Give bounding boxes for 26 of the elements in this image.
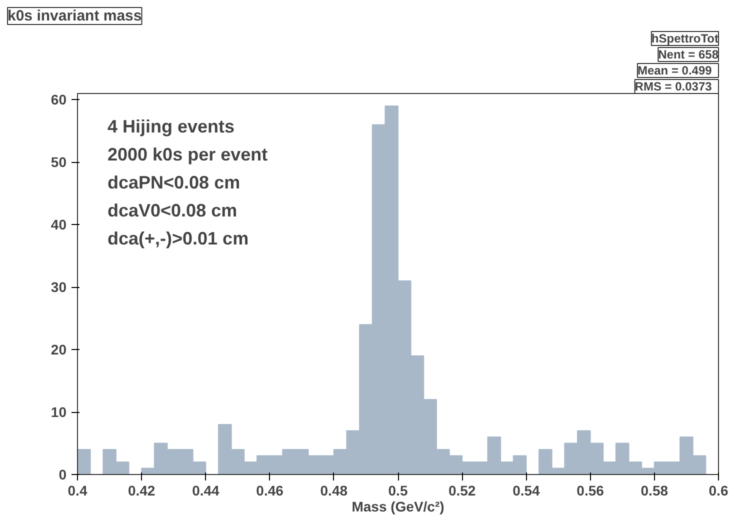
y-tick-label: 50 bbox=[50, 154, 67, 170]
annotation: dcaPN<0.08 cm bbox=[108, 172, 240, 192]
x-tick-label: 0.44 bbox=[192, 482, 220, 498]
y-tick-label: 0 bbox=[58, 466, 67, 482]
annotation: RMS = 0.0373 bbox=[634, 80, 712, 94]
y-tick-label: 20 bbox=[50, 342, 67, 358]
x-tick-label: 0.4 bbox=[68, 482, 88, 498]
x-tick-label: 0.48 bbox=[320, 482, 348, 498]
x-tick-label: 0.6 bbox=[708, 482, 728, 498]
annotation: dca(+,-)>0.01 cm bbox=[108, 228, 249, 248]
y-tick-label: 10 bbox=[50, 404, 67, 420]
annotation: 2000 k0s per event bbox=[108, 144, 268, 164]
x-axis-title: Mass (GeV/c²) bbox=[352, 498, 444, 514]
y-tick-label: 40 bbox=[50, 216, 67, 233]
y-tick-label: 30 bbox=[50, 279, 67, 296]
y-tick-label: 60 bbox=[50, 92, 67, 108]
x-tick-label: 0.56 bbox=[576, 482, 604, 498]
x-tick-label: 0.58 bbox=[640, 482, 668, 498]
x-tick-label: 0.46 bbox=[256, 482, 284, 498]
x-tick-label: 0.42 bbox=[128, 482, 156, 498]
x-tick-label: 0.52 bbox=[448, 482, 476, 498]
x-tick-label: 0.5 bbox=[388, 482, 408, 498]
annotation: dcaV0<0.08 cm bbox=[108, 200, 238, 220]
x-tick-label: 0.54 bbox=[512, 482, 540, 498]
annotation: 4 Hijing events bbox=[108, 116, 235, 136]
text: Mean = 0.499 bbox=[637, 64, 712, 78]
